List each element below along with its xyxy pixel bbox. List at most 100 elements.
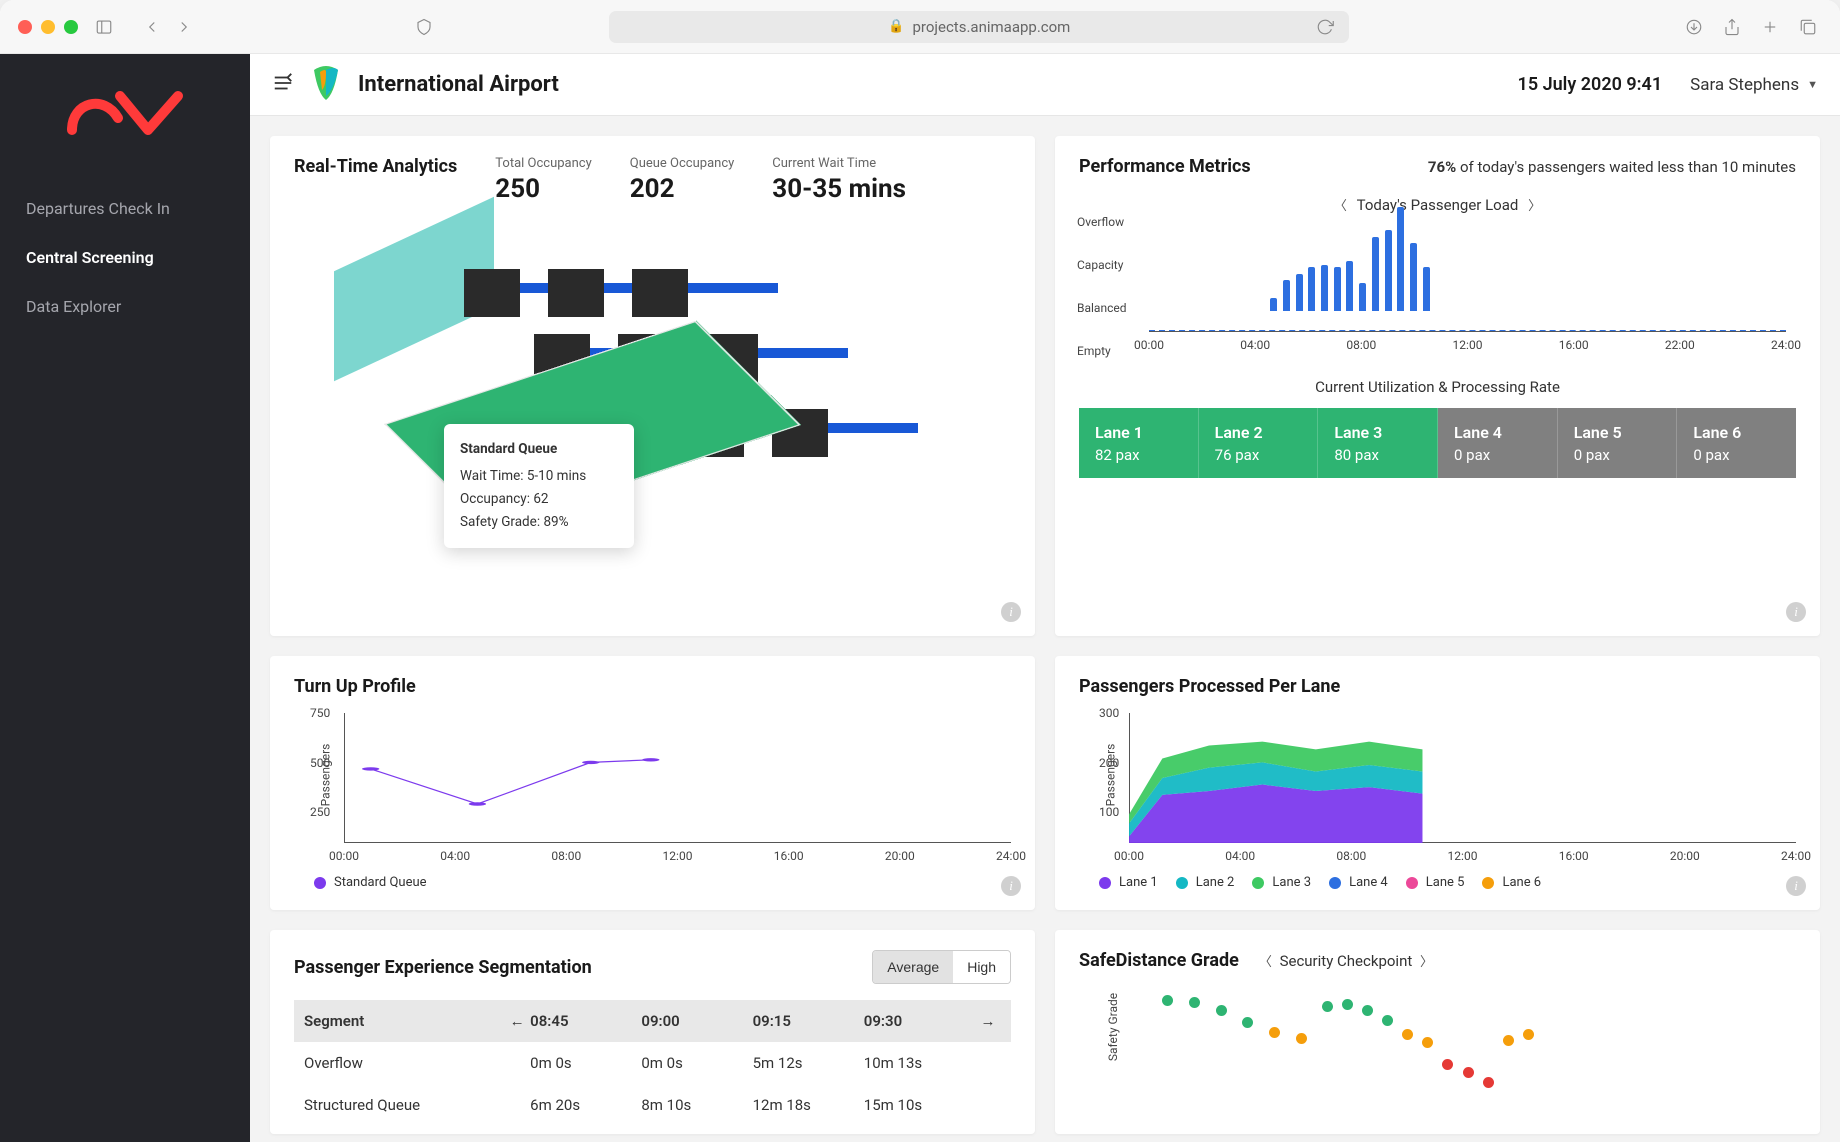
segment-value: 5m 12s — [753, 1054, 864, 1072]
legend-dot — [1482, 877, 1494, 889]
realtime-3d-viz[interactable]: Standard Queue Wait Time: 5-10 mins Occu… — [294, 214, 1011, 594]
sidebar-item-central-screening[interactable]: Central Screening — [0, 233, 250, 282]
x-axis-tick: 08:00 — [551, 849, 581, 863]
sidebar-item-data-explorer[interactable]: Data Explorer — [0, 282, 250, 331]
reload-icon[interactable] — [1311, 15, 1339, 39]
y-axis-label: Passengers — [318, 744, 332, 807]
minimize-window-button[interactable] — [41, 20, 55, 34]
x-axis-tick: 04:00 — [1225, 849, 1255, 863]
segment-value: 8m 10s — [641, 1096, 752, 1114]
maximize-window-button[interactable] — [64, 20, 78, 34]
y-axis-tick: Empty — [1077, 344, 1111, 358]
x-axis-tick: 20:00 — [885, 849, 915, 863]
y-axis-label: Safety Grade — [1106, 993, 1120, 1061]
sidebar-toggle-icon[interactable] — [90, 15, 118, 39]
scatter-dot — [1483, 1077, 1494, 1088]
sd-subtitle: 〈 Security Checkpoint 〉 — [1255, 951, 1437, 970]
legend-dot — [1099, 877, 1111, 889]
metric: Total Occupancy250 — [495, 156, 591, 204]
lock-icon: 🔒 — [888, 19, 904, 34]
legend-label: Lane 4 — [1349, 875, 1388, 890]
x-axis-tick: 04:00 — [440, 849, 470, 863]
info-icon[interactable]: i — [1001, 876, 1021, 896]
back-button[interactable] — [138, 15, 166, 39]
scatter-dot — [1269, 1027, 1280, 1038]
bar — [1423, 267, 1430, 311]
arrow-left-icon[interactable]: ← — [504, 1012, 530, 1030]
lane-cell[interactable]: Lane 40 pax — [1438, 408, 1558, 478]
user-menu[interactable]: Sara Stephens ▼ — [1690, 75, 1818, 95]
tooltip-title: Standard Queue — [460, 438, 618, 461]
chevron-right-icon[interactable]: 〉 — [1420, 955, 1433, 970]
legend-dot — [1329, 877, 1341, 889]
seg-toggle-high[interactable]: High — [953, 951, 1010, 983]
downloads-icon[interactable] — [1680, 15, 1708, 39]
chevron-left-icon[interactable]: 〈 — [1259, 955, 1272, 970]
col-header: Segment — [304, 1012, 504, 1030]
seg-toggle: AverageHigh — [872, 950, 1011, 984]
x-axis-tick: 00:00 — [329, 849, 359, 863]
bar — [1308, 267, 1315, 311]
perf-subtitle: 76% of today's passengers waited less th… — [1428, 158, 1796, 176]
menu-toggle-button[interactable] — [272, 72, 294, 98]
datetime: 15 July 2020 9:41 — [1518, 74, 1663, 95]
segment-value: 6m 20s — [530, 1096, 641, 1114]
forward-button[interactable] — [170, 15, 198, 39]
lane-cell[interactable]: Lane 182 pax — [1079, 408, 1199, 478]
tooltip-occupancy: Occupancy: 62 — [460, 488, 618, 511]
scatter-dot — [1463, 1067, 1474, 1078]
metric: Current Wait Time30-35 mins — [772, 156, 906, 204]
info-icon[interactable]: i — [1786, 876, 1806, 896]
scatter-dot — [1442, 1059, 1453, 1070]
lane-cell[interactable]: Lane 380 pax — [1318, 408, 1438, 478]
user-name: Sara Stephens — [1690, 75, 1799, 95]
segment-value: 0m 0s — [641, 1054, 752, 1072]
lane-cell[interactable]: Lane 6 0 pax — [1677, 408, 1796, 478]
bar — [1321, 265, 1328, 311]
info-icon[interactable]: i — [1786, 602, 1806, 622]
scatter-dot — [1362, 1005, 1373, 1016]
lane-cell[interactable]: Lane 50 pax — [1558, 408, 1678, 478]
lane-name: Lane 3 — [1334, 423, 1437, 442]
legend-label: Lane 3 — [1272, 875, 1311, 890]
scatter-dot — [1189, 997, 1200, 1008]
lane-name: Lane 2 — [1215, 423, 1318, 442]
lane-cell[interactable]: Lane 2 76 pax — [1199, 408, 1319, 478]
topbar: International Airport 15 July 2020 9:41 … — [250, 54, 1840, 116]
brand-logo — [310, 64, 342, 106]
lane-value: 76 pax — [1215, 446, 1318, 464]
legend-item: Lane 5 — [1406, 875, 1465, 890]
scatter-dot — [1342, 999, 1353, 1010]
seg-toggle-average[interactable]: Average — [873, 951, 953, 983]
x-axis-tick: 24:00 — [996, 849, 1026, 863]
pm-chart-title: 〈 Today's Passenger Load 〉 — [1079, 195, 1796, 214]
turnup-chart: Passengers 750500250 00:0004:0008:0012:0… — [344, 713, 1011, 863]
x-axis-tick: 24:00 — [1771, 338, 1801, 352]
scatter-dot — [1402, 1029, 1413, 1040]
lane-name: Lane 6 — [1693, 423, 1796, 442]
legend-item: Lane 3 — [1252, 875, 1311, 890]
queue-tooltip: Standard Queue Wait Time: 5-10 mins Occu… — [444, 424, 634, 548]
metric: Queue Occupancy202 — [630, 156, 735, 204]
legend-label: Standard Queue — [334, 875, 427, 890]
info-icon[interactable]: i — [1001, 602, 1021, 622]
chevron-left-icon[interactable]: 〈 — [1334, 199, 1347, 214]
lane-value: 0 pax — [1693, 446, 1796, 464]
sidebar-item-departures-check-in[interactable]: Departures Check In — [0, 184, 250, 233]
new-tab-icon[interactable] — [1756, 15, 1784, 39]
safedistance-chart: Safety Grade — [1129, 985, 1796, 1085]
bar — [1410, 243, 1417, 311]
table-row: Structured Queue6m 20s8m 10s12m 18s15m 1… — [294, 1084, 1011, 1126]
arrow-right-icon[interactable]: → — [975, 1012, 1001, 1030]
y-axis-tick: Overflow — [1077, 215, 1124, 229]
close-window-button[interactable] — [18, 20, 32, 34]
legend-item: Lane 1 — [1099, 875, 1158, 890]
segmentation-card: Passenger Experience Segmentation Averag… — [270, 930, 1035, 1134]
share-icon[interactable] — [1718, 15, 1746, 39]
card-title: Turn Up Profile — [294, 676, 1011, 697]
x-axis-tick: 12:00 — [1453, 338, 1483, 352]
shield-icon[interactable] — [410, 15, 438, 39]
tabs-icon[interactable] — [1794, 15, 1822, 39]
chevron-right-icon[interactable]: 〉 — [1528, 199, 1541, 214]
address-bar[interactable]: 🔒 projects.animaapp.com — [609, 11, 1349, 43]
